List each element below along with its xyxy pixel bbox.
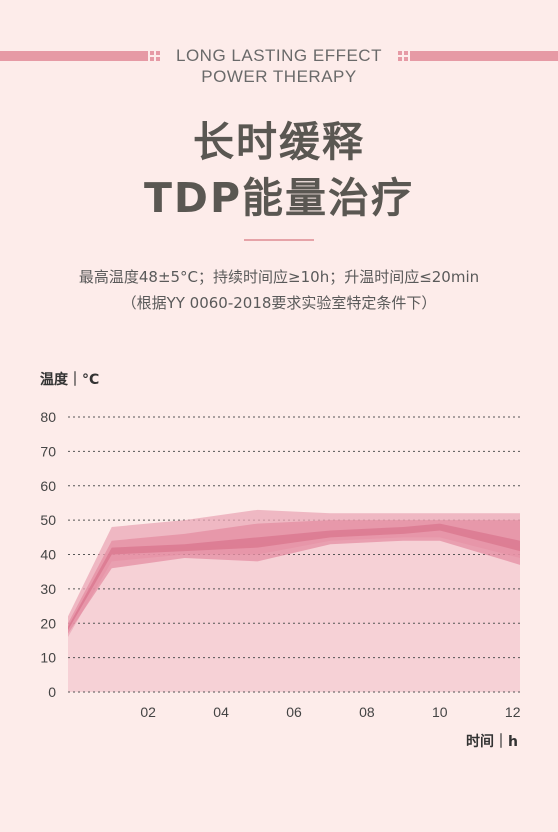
spec-line2: （根据YY 0060-2018要求实验室特定条件下） xyxy=(121,294,437,312)
title-line2: TDP能量治疗 xyxy=(143,174,415,222)
area-fill xyxy=(68,527,520,692)
spec-line1: 最高温度48±5°C；持续时间应≥10h；升温时间应≤20min xyxy=(78,268,480,286)
subtitle-line2: POWER THERAPY xyxy=(201,67,357,86)
header-bar-right xyxy=(410,51,558,61)
header-dots-right xyxy=(398,49,408,63)
temperature-chart: 温度｜°C 时间｜h 0 10 20 30 40 50 60 70 80 02 04 06 08 10 12 xyxy=(40,371,521,750)
y-tick-label: 0 xyxy=(48,684,56,700)
x-axis-label: 时间｜h xyxy=(466,733,518,750)
y-tick-label: 10 xyxy=(40,650,56,666)
header-dots-left xyxy=(150,49,160,63)
y-axis-label: 温度｜°C xyxy=(40,371,99,388)
x-tick-label: 10 xyxy=(432,704,448,720)
temperature-band xyxy=(68,523,520,631)
x-tick-label: 04 xyxy=(213,704,229,720)
y-tick-label: 30 xyxy=(40,581,56,597)
subtitle-line1: LONG LASTING EFFECT xyxy=(176,46,382,65)
y-tick-label: 40 xyxy=(40,547,56,563)
x-tick-label: 06 xyxy=(286,704,302,720)
y-tick-label: 60 xyxy=(40,478,56,494)
header-bar-left xyxy=(0,51,148,61)
y-tick-label: 70 xyxy=(40,443,56,459)
x-tick-label: 08 xyxy=(359,704,375,720)
title-divider xyxy=(244,239,314,241)
y-tick-label: 50 xyxy=(40,512,56,528)
x-tick-label: 02 xyxy=(140,704,156,720)
y-tick-label: 20 xyxy=(40,615,56,631)
y-tick-label: 80 xyxy=(40,409,56,425)
title-line1: 长时缓释 xyxy=(193,118,365,166)
x-tick-label: 12 xyxy=(505,704,521,720)
